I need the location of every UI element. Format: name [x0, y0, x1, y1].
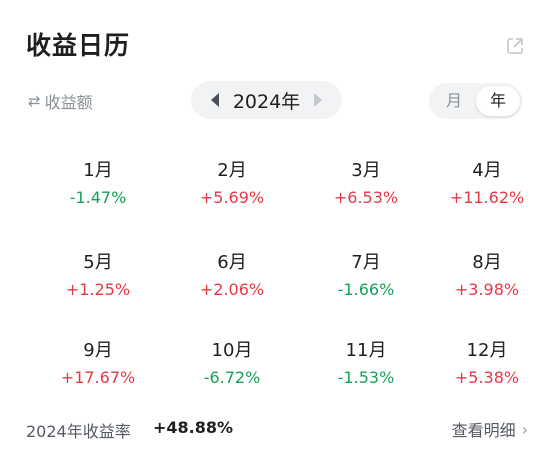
month-label: 10月: [211, 340, 253, 361]
segment-month[interactable]: 月: [445, 91, 462, 110]
month-cell[interactable]: 4月 +11.62%: [420, 156, 550, 207]
month-label: 2月: [217, 160, 247, 181]
month-return: -6.72%: [203, 368, 261, 387]
month-return: +1.25%: [65, 280, 131, 299]
month-cell[interactable]: 2月 +5.69%: [165, 156, 299, 207]
month-label: 7月: [351, 252, 381, 273]
month-cell[interactable]: 9月 +17.67%: [31, 336, 165, 387]
month-label: 9月: [83, 340, 113, 361]
month-cell[interactable]: 6月 +2.06%: [165, 248, 299, 299]
month-return: +3.98%: [454, 280, 520, 299]
month-cell[interactable]: 5月 +1.25%: [31, 248, 165, 299]
month-return: -1.53%: [337, 368, 395, 387]
swap-icon: ⇄: [28, 92, 41, 110]
month-label: 5月: [83, 252, 113, 273]
month-return: +5.38%: [454, 368, 520, 387]
month-return: -1.47%: [69, 188, 127, 207]
external-link-icon[interactable]: [505, 36, 525, 56]
annual-return-label: 2024年收益率: [26, 422, 131, 441]
month-return: +11.62%: [449, 188, 525, 207]
month-label: 4月: [472, 160, 502, 181]
month-cell[interactable]: 1月 -1.47%: [31, 156, 165, 207]
month-cell[interactable]: 3月 +6.53%: [299, 156, 433, 207]
month-label: 12月: [466, 340, 508, 361]
month-cell[interactable]: 11月 -1.53%: [299, 336, 433, 387]
month-return: +17.67%: [60, 368, 136, 387]
month-cell[interactable]: 12月 +5.38%: [420, 336, 550, 387]
annual-return-value: +48.88%: [153, 418, 234, 437]
month-cell[interactable]: 7月 -1.66%: [299, 248, 433, 299]
month-return: +2.06%: [199, 280, 265, 299]
month-label: 1月: [83, 160, 113, 181]
month-return: +6.53%: [333, 188, 399, 207]
period-segmented-control: 月 年: [429, 83, 522, 119]
chevron-right-icon: ›: [521, 419, 528, 439]
view-details-link[interactable]: 查看明细 ›: [452, 417, 528, 441]
month-label: 11月: [345, 340, 387, 361]
year-selector: 2024年: [191, 81, 342, 119]
view-details-label: 查看明细: [451, 421, 516, 440]
month-return: +5.69%: [199, 188, 265, 207]
month-cell[interactable]: 10月 -6.72%: [165, 336, 299, 387]
card-title: 收益日历: [26, 31, 131, 60]
month-cell[interactable]: 8月 +3.98%: [420, 248, 550, 299]
month-label: 6月: [217, 252, 247, 273]
month-label: 8月: [472, 252, 502, 273]
metric-toggle-label: 收益额: [44, 93, 93, 112]
next-year-icon[interactable]: [314, 93, 322, 107]
metric-toggle[interactable]: ⇄ 收益额: [28, 89, 93, 113]
prev-year-icon[interactable]: [211, 93, 219, 107]
year-label: 2024年: [232, 90, 301, 113]
month-return: -1.66%: [337, 280, 395, 299]
segment-year[interactable]: 年: [476, 86, 520, 116]
month-label: 3月: [351, 160, 381, 181]
